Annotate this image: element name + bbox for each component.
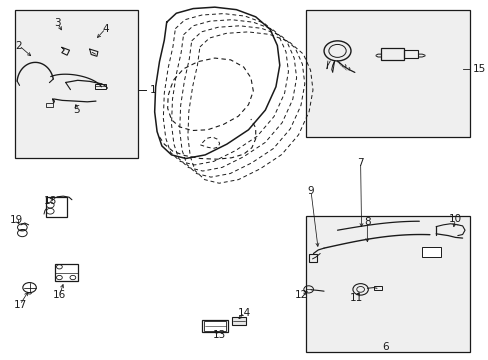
Bar (421, 247, 441, 257)
Text: 2: 2 (16, 41, 22, 50)
Text: 12: 12 (294, 291, 307, 301)
Text: 6: 6 (382, 342, 388, 352)
Text: 8: 8 (363, 217, 370, 227)
Bar (55, 264, 78, 281)
Text: 11: 11 (349, 293, 363, 303)
Text: 19: 19 (10, 215, 23, 225)
Text: 13: 13 (213, 330, 226, 340)
Text: 5: 5 (73, 105, 80, 115)
Text: 16: 16 (53, 291, 66, 301)
Bar (305, 216, 469, 352)
Text: 9: 9 (307, 186, 314, 197)
Bar (373, 286, 382, 291)
Bar (15, 10, 138, 158)
Text: 1: 1 (149, 85, 156, 95)
Text: 4: 4 (102, 24, 109, 34)
Text: 3: 3 (54, 18, 61, 28)
Text: 7: 7 (357, 158, 363, 168)
Bar (305, 10, 469, 137)
Text: 15: 15 (472, 64, 486, 74)
Bar (95, 84, 106, 89)
Bar (308, 253, 317, 262)
Text: 14: 14 (238, 308, 251, 318)
Bar (202, 320, 228, 332)
Text: 18: 18 (43, 196, 57, 206)
Bar (380, 48, 403, 60)
Text: 10: 10 (448, 215, 461, 224)
Text: 17: 17 (13, 300, 26, 310)
Bar (46, 197, 66, 217)
Bar (46, 103, 53, 107)
Bar (403, 50, 418, 58)
Bar (203, 321, 226, 331)
Bar (231, 318, 245, 325)
